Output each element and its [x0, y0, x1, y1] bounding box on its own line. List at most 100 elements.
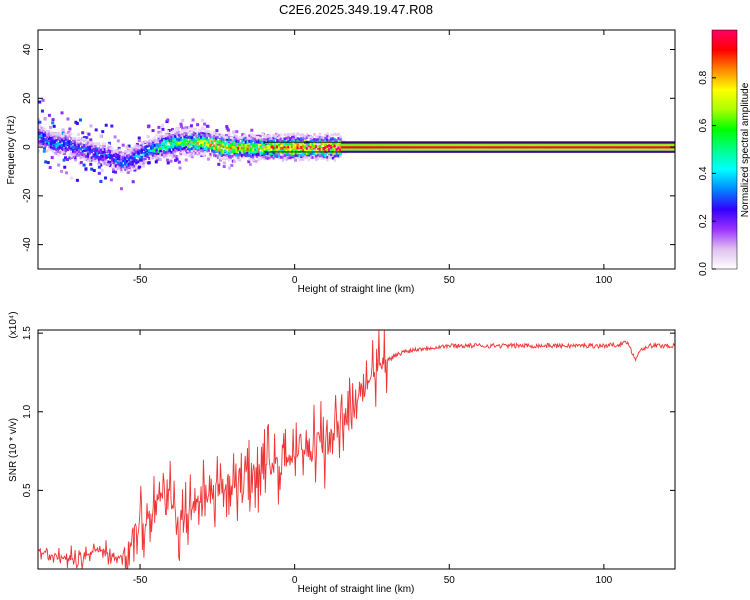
- heatmap-cell: [190, 151, 194, 155]
- heatmap-cell: [149, 146, 153, 150]
- heatmap-cell: [252, 153, 255, 157]
- heatmap-cell: [454, 147, 457, 151]
- heatmap-cell: [389, 147, 392, 151]
- heatmap-cell: [560, 141, 563, 145]
- heatmap-cell: [495, 147, 498, 151]
- heatmap-cell: [42, 146, 46, 150]
- heatmap-cell: [673, 141, 675, 145]
- heatmap-cell: [157, 137, 160, 140]
- heatmap-cell: [647, 143, 650, 147]
- heatmap-cell: [188, 142, 192, 146]
- heatmap-cell: [166, 130, 170, 133]
- heatmap-cell: [619, 145, 622, 149]
- heatmap-cell: [98, 151, 101, 154]
- heatmap-cell: [261, 147, 264, 151]
- heatmap-cell: [146, 144, 149, 148]
- heatmap-cell: [252, 148, 255, 152]
- heatmap-cell: [194, 143, 197, 147]
- heatmap-cell: [385, 145, 389, 149]
- heatmap-cell: [183, 135, 186, 139]
- heatmap-cell: [144, 140, 147, 143]
- heatmap-cell: [114, 170, 118, 174]
- heatmap-cell: [222, 157, 225, 161]
- colorbar-tick-label: 0.2: [698, 214, 709, 228]
- heatmap-cell: [201, 128, 205, 132]
- heatmap-cell: [634, 143, 637, 147]
- heatmap-cell: [99, 157, 103, 161]
- heatmap-cell: [610, 141, 613, 145]
- heatmap-cell: [295, 148, 299, 152]
- heatmap-cell: [483, 147, 487, 151]
- heatmap-cell: [259, 151, 262, 155]
- heatmap-cell: [287, 136, 290, 139]
- heatmap-cell: [411, 143, 414, 147]
- heatmap-cell: [298, 133, 301, 137]
- heatmap-cell: [73, 141, 77, 145]
- heatmap-cell: [266, 146, 270, 150]
- heatmap-cell: [159, 143, 162, 147]
- heatmap-cell: [658, 147, 661, 151]
- heatmap-cell: [88, 147, 92, 150]
- heatmap-cell: [38, 118, 40, 122]
- heatmap-cell: [446, 150, 450, 153]
- heatmap-cell: [117, 146, 121, 150]
- heatmap-cell: [361, 145, 364, 149]
- heatmap-cell: [513, 150, 517, 153]
- heatmap-cell: [649, 141, 652, 145]
- heatmap-cell: [556, 143, 559, 147]
- heatmap-cell: [649, 145, 652, 149]
- heatmap-cell: [181, 150, 184, 154]
- heatmap-cell: [376, 143, 379, 147]
- heatmap-cell: [127, 154, 131, 157]
- heatmap-cell: [378, 147, 381, 151]
- heatmap-cell: [430, 145, 433, 149]
- heatmap-cell: [141, 164, 145, 168]
- heatmap-cell: [168, 153, 171, 157]
- heatmap-cell: [404, 141, 407, 145]
- heatmap-cell: [247, 145, 251, 149]
- heatmap-cell: [85, 143, 88, 147]
- heatmap-cell: [146, 142, 149, 146]
- heatmap-cell: [352, 150, 355, 153]
- heatmap-cell: [179, 122, 183, 126]
- heatmap-cell: [111, 147, 114, 150]
- heatmap-cell: [487, 143, 491, 147]
- heatmap-cell: [218, 156, 222, 159]
- heatmap-cell: [636, 150, 639, 153]
- heatmap-cell: [235, 153, 238, 157]
- heatmap-cell: [65, 157, 69, 161]
- heatmap-cell: [225, 126, 229, 130]
- heatmap-cell: [88, 149, 92, 152]
- heatmap-cell: [218, 145, 222, 149]
- heatmap-cell: [617, 150, 620, 153]
- heatmap-cell: [469, 143, 472, 147]
- heatmap-cell: [81, 131, 85, 135]
- heatmap-cell: [73, 156, 77, 160]
- heatmap-cell: [62, 150, 66, 154]
- heatmap-cell: [539, 150, 542, 153]
- heatmap-cell: [285, 134, 288, 137]
- heatmap-cell: [626, 143, 630, 147]
- heatmap-cell: [131, 154, 134, 157]
- heatmap-cell: [522, 143, 526, 147]
- heatmap-cell: [439, 143, 442, 147]
- heatmap-cell: [277, 144, 281, 148]
- heatmap-cell: [591, 145, 594, 149]
- heatmap-cell: [472, 145, 476, 149]
- heatmap-cell: [628, 145, 632, 149]
- heatmap-cell: [247, 160, 251, 164]
- heatmap-cell: [101, 158, 105, 162]
- heatmap-cell: [506, 150, 509, 153]
- heatmap-cell: [125, 154, 129, 158]
- heatmap-cell: [357, 147, 361, 151]
- heatmap-cell: [359, 143, 363, 147]
- heatmap-cell: [352, 143, 355, 147]
- heatmap-cell: [584, 145, 587, 149]
- heatmap-cell: [292, 146, 296, 149]
- heatmap-cell: [571, 141, 574, 145]
- heatmap-cell: [673, 147, 675, 151]
- heatmap-cell: [591, 147, 594, 151]
- heatmap-cell: [383, 147, 387, 151]
- heatmap-cell: [571, 147, 574, 151]
- heatmap-cell: [315, 145, 318, 148]
